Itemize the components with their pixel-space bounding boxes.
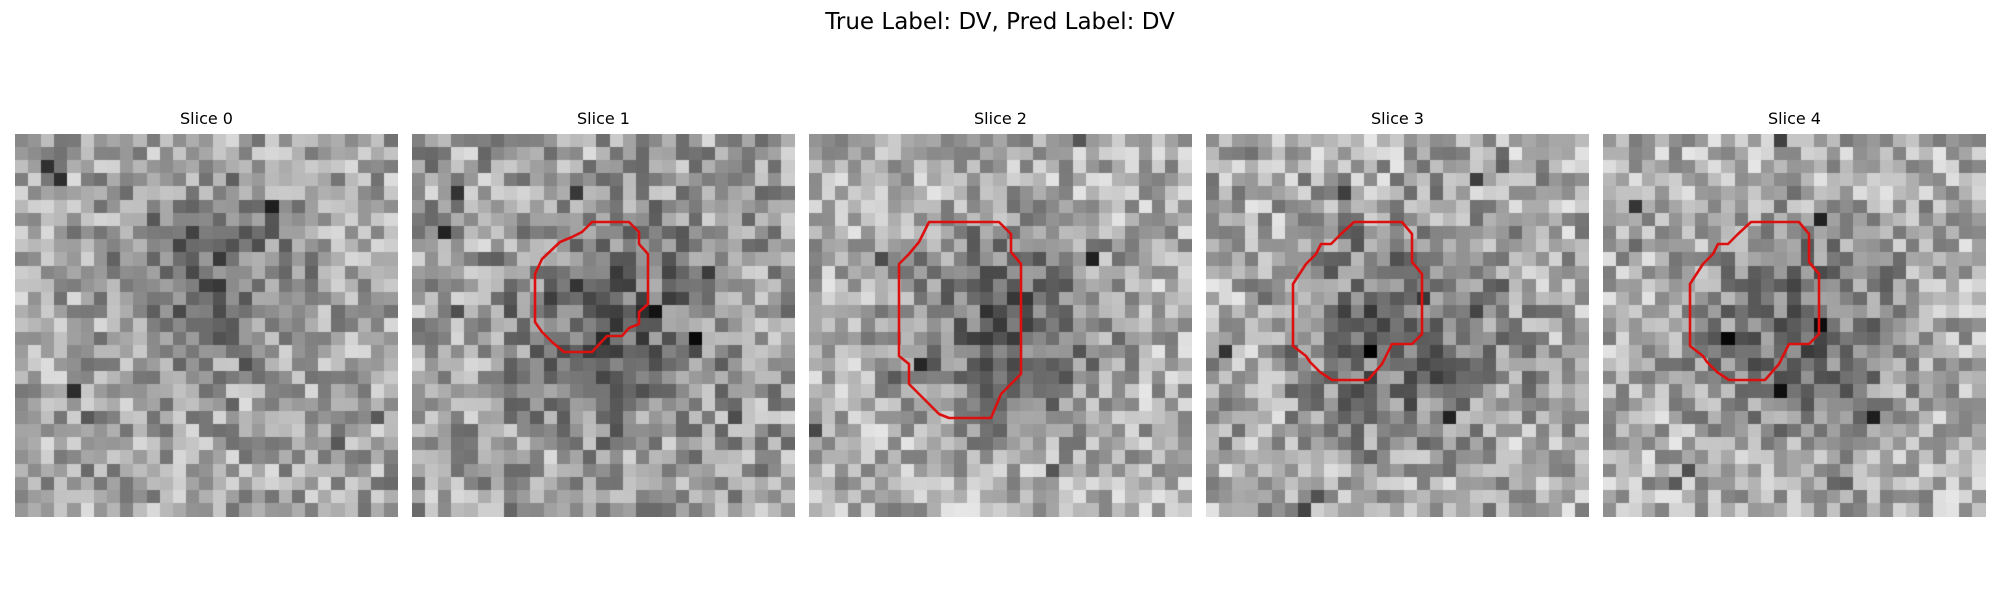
- slice-1-image: [412, 134, 795, 517]
- slice-0-title: Slice 0: [180, 109, 233, 128]
- slice-0-image: [15, 134, 398, 517]
- slice-2-image: [809, 134, 1192, 517]
- slice-3-title: Slice 3: [1371, 109, 1424, 128]
- slice-3-image: [1206, 134, 1589, 517]
- slice-4-image: [1603, 134, 1986, 517]
- slice-2-title: Slice 2: [974, 109, 1027, 128]
- figure-title: True Label: DV, Pred Label: DV: [825, 9, 1175, 35]
- slice-4-title: Slice 4: [1768, 109, 1821, 128]
- slice-1-title: Slice 1: [577, 109, 630, 128]
